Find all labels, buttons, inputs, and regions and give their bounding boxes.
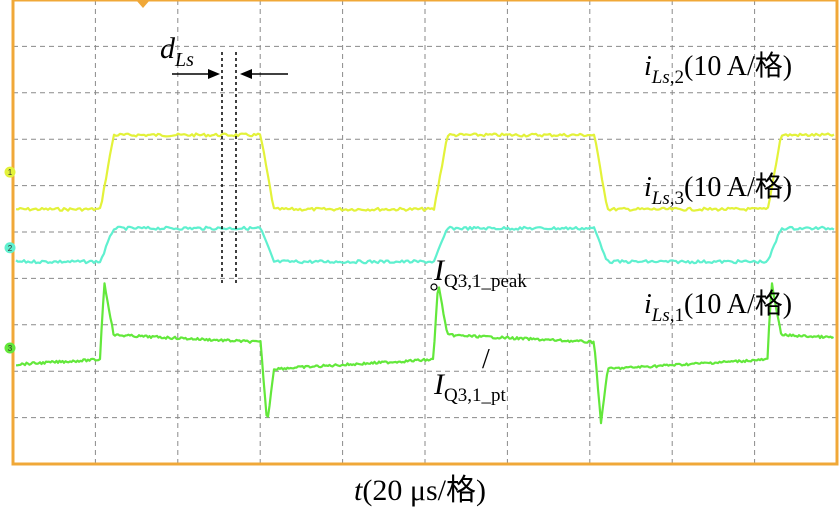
ils1-label-tail: ,1 — [670, 305, 684, 326]
channel-marker-ils2: 1 — [4, 166, 16, 178]
pt-slash: / — [482, 344, 490, 375]
ils3-label-tail: ,3 — [670, 188, 684, 209]
peak-marker-dot — [430, 283, 438, 291]
svg-text:dLs: dLs — [160, 32, 194, 71]
ils3-label-main: i — [644, 172, 652, 203]
ils1-label-sub: Ls — [651, 305, 670, 326]
trace-ils3 — [15, 225, 835, 265]
x-axis-label-rest: (20 μs/格) — [362, 474, 486, 507]
dls-left-arrowhead — [208, 69, 220, 79]
ils1-label-main: i — [644, 289, 652, 320]
grid — [13, 0, 837, 464]
trigger-marker — [136, 0, 150, 8]
traces — [15, 132, 835, 425]
channel-marker-ils3: 2 — [4, 242, 16, 254]
ils2-label-main: i — [644, 51, 652, 82]
dls-annotation: dLs — [160, 32, 288, 285]
channel-marker-dot — [4, 342, 16, 354]
peak-label: IQ3,1_peak — [433, 254, 527, 292]
ils3-label-rest: (10 A/格) — [684, 171, 792, 203]
pt-label-main: I — [433, 368, 446, 401]
channel-marker-number: 2 — [8, 244, 13, 253]
channel-marker-ils1: 3 — [4, 342, 16, 354]
trace-ils2 — [15, 132, 835, 212]
dls-label-sub: Ls — [174, 49, 194, 71]
peak-label-sub: Q3,1_peak — [444, 271, 527, 292]
ils1-label-rest: (10 A/格) — [684, 288, 792, 320]
ils3-label-sub: Ls — [651, 188, 670, 209]
ils2-label-rest: (10 A/格) — [684, 50, 792, 82]
dls-label-main: d — [160, 32, 176, 65]
ils3-label: iLs,3(10 A/格) — [644, 171, 792, 209]
plot-frame — [11, 0, 839, 466]
pt-label-sub: Q3,1_pt — [444, 385, 506, 406]
ils2-label-tail: ,2 — [670, 67, 684, 88]
x-axis-label: t(20 μs/格) — [354, 474, 486, 507]
channel-markers: 1 2 3 — [4, 166, 16, 354]
channel-marker-number: 3 — [8, 344, 13, 353]
x-axis-label-var: t — [354, 474, 363, 507]
ils2-label: iLs,2(10 A/格) — [644, 50, 792, 88]
channel-marker-dot — [4, 166, 16, 178]
dls-right-arrowhead — [240, 69, 252, 79]
ils2-label-sub: Ls — [651, 67, 670, 88]
ils1-label: iLs,1(10 A/格) — [644, 288, 792, 326]
channel-marker-number: 1 — [8, 168, 13, 177]
trace-ils1 — [16, 282, 835, 425]
peak-label-main: I — [433, 254, 446, 287]
channel-marker-dot — [4, 242, 16, 254]
pt-label: IQ3,1_pt — [433, 368, 506, 406]
